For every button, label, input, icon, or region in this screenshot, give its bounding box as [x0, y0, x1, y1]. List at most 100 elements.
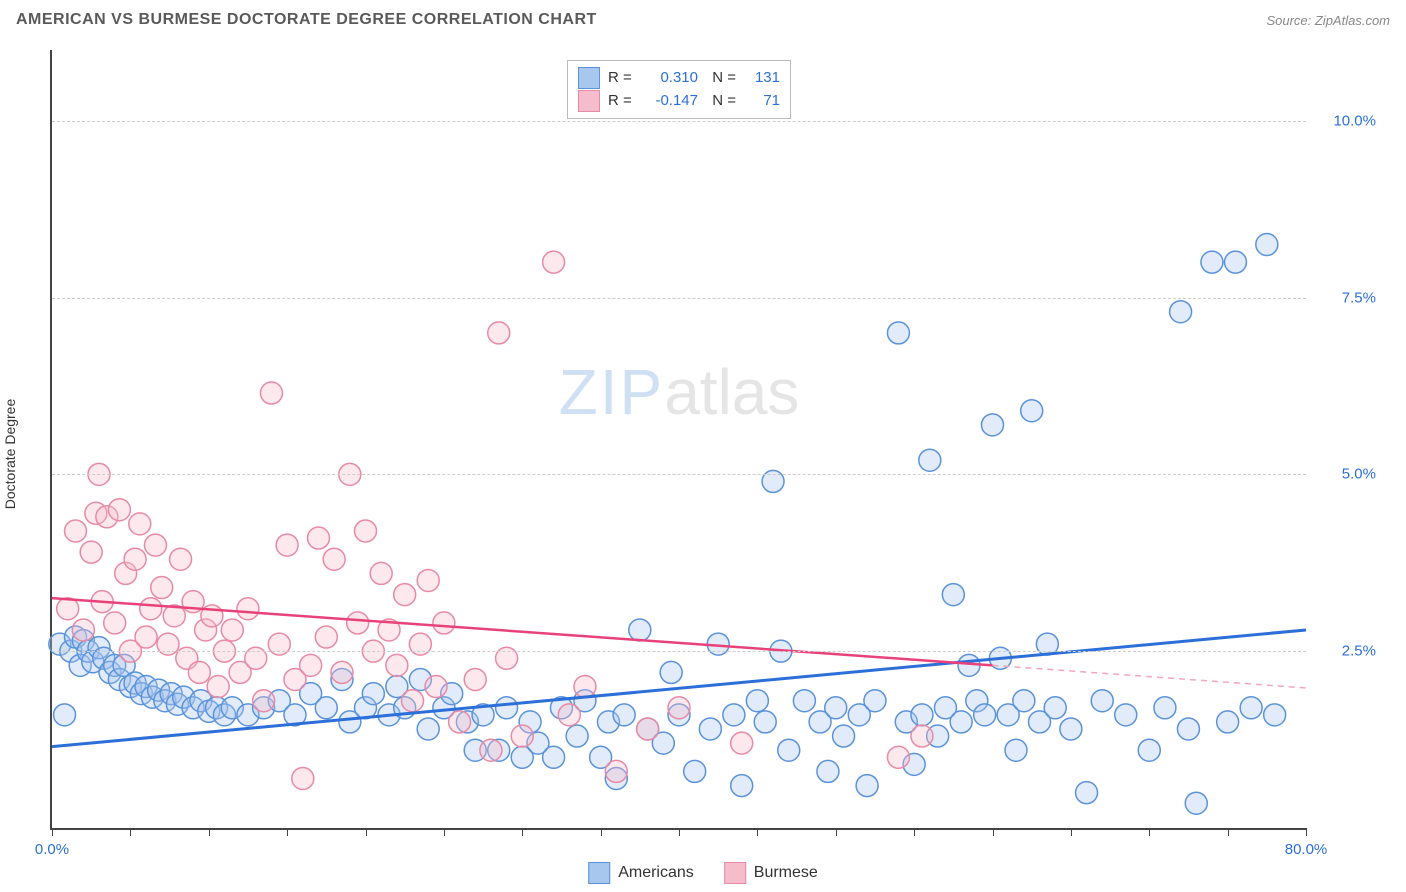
data-point: [809, 711, 831, 733]
legend-r-value: 0.310: [642, 67, 698, 90]
plot-area: ZIPatlas R =0.310N =131R =-0.147N =71 2.…: [50, 50, 1306, 830]
data-point: [1154, 697, 1176, 719]
data-point: [85, 502, 107, 524]
legend-r-value: -0.147: [642, 90, 698, 113]
data-point: [613, 704, 635, 726]
y-tick-label: 10.0%: [1316, 112, 1376, 129]
data-point: [488, 739, 510, 761]
watermark-zip: ZIP: [559, 356, 665, 428]
legend-swatch: [588, 862, 610, 884]
y-axis-label: Doctorate Degree: [2, 399, 18, 510]
data-point: [911, 704, 933, 726]
data-point: [668, 697, 690, 719]
data-point: [190, 690, 212, 712]
legend-r-label: R =: [608, 90, 634, 113]
data-point: [104, 612, 126, 634]
series-legend-label: Americans: [618, 864, 694, 882]
data-point: [833, 725, 855, 747]
data-point: [997, 704, 1019, 726]
data-point: [919, 449, 941, 471]
data-point: [449, 711, 471, 733]
data-point: [958, 654, 980, 676]
x-tick: [130, 828, 131, 836]
data-point: [195, 619, 217, 641]
data-point: [543, 251, 565, 273]
data-point: [347, 612, 369, 634]
data-point: [974, 704, 996, 726]
trend-line-extrapolated: [993, 665, 1307, 688]
data-point: [213, 704, 235, 726]
data-point: [113, 654, 135, 676]
data-point: [488, 322, 510, 344]
header: AMERICAN VS BURMESE DOCTORATE DEGREE COR…: [0, 0, 1406, 40]
x-tick-label: 0.0%: [35, 841, 69, 858]
data-point: [731, 775, 753, 797]
data-point: [1185, 792, 1207, 814]
legend-swatch: [578, 90, 600, 112]
data-point: [1013, 690, 1035, 712]
data-point: [511, 746, 533, 768]
data-point: [140, 598, 162, 620]
x-tick: [679, 828, 680, 836]
legend-n-value: 131: [744, 67, 780, 90]
data-point: [144, 534, 166, 556]
x-tick: [52, 828, 53, 836]
data-point: [394, 584, 416, 606]
data-point: [163, 605, 185, 627]
data-point: [135, 676, 157, 698]
data-point: [182, 591, 204, 613]
data-point: [221, 697, 243, 719]
chart-title: AMERICAN VS BURMESE DOCTORATE DEGREE COR…: [16, 11, 597, 29]
data-point: [124, 548, 146, 570]
data-point: [887, 746, 909, 768]
data-point: [331, 668, 353, 690]
data-point: [417, 718, 439, 740]
data-point: [1170, 301, 1192, 323]
data-point: [206, 697, 228, 719]
data-point: [378, 704, 400, 726]
data-point: [386, 654, 408, 676]
watermark: ZIPatlas: [559, 355, 800, 429]
data-point: [221, 619, 243, 641]
data-point: [65, 626, 87, 648]
data-point: [315, 697, 337, 719]
data-point: [1217, 711, 1239, 733]
data-point: [72, 630, 94, 652]
x-tick: [209, 828, 210, 836]
data-point: [699, 718, 721, 740]
data-point: [1177, 718, 1199, 740]
data-point: [590, 746, 612, 768]
data-point: [550, 697, 572, 719]
y-tick-label: 5.0%: [1316, 466, 1376, 483]
legend-r-label: R =: [608, 67, 634, 90]
data-point: [1115, 704, 1137, 726]
legend-swatch: [578, 67, 600, 89]
data-point: [284, 668, 306, 690]
data-point: [1005, 739, 1027, 761]
data-point: [237, 598, 259, 620]
data-point: [1091, 690, 1113, 712]
data-point: [108, 499, 130, 521]
data-point: [237, 704, 259, 726]
data-point: [982, 414, 1004, 436]
chart-svg: [52, 50, 1306, 828]
data-point: [284, 704, 306, 726]
data-point: [723, 704, 745, 726]
data-point: [91, 591, 113, 613]
data-point: [887, 322, 909, 344]
data-point: [315, 626, 337, 648]
data-point: [160, 683, 182, 705]
data-point: [370, 562, 392, 584]
data-point: [207, 676, 229, 698]
data-point: [69, 654, 91, 676]
data-point: [253, 697, 275, 719]
data-point: [96, 506, 118, 528]
data-point: [903, 753, 925, 775]
data-point: [527, 732, 549, 754]
data-point: [472, 704, 494, 726]
trend-line: [52, 630, 1306, 747]
data-point: [778, 739, 800, 761]
y-tick-label: 7.5%: [1316, 289, 1376, 306]
data-point: [362, 683, 384, 705]
data-point: [182, 697, 204, 719]
